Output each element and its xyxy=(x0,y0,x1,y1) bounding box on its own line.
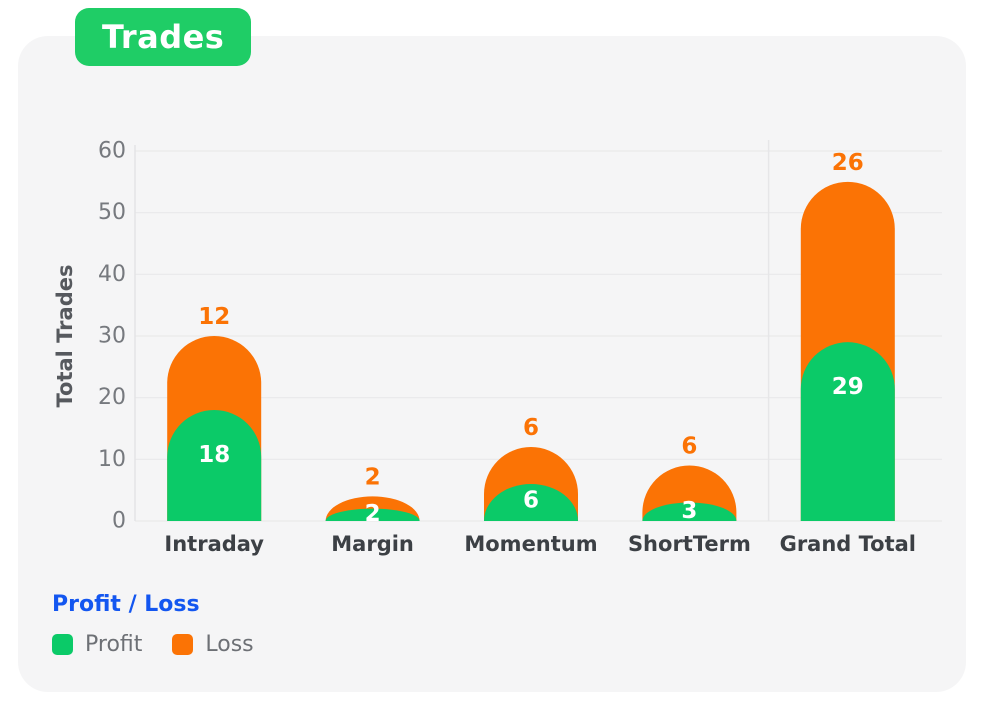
legend: Profit / Loss Profit Loss xyxy=(52,592,254,657)
legend-item-loss[interactable]: Loss xyxy=(172,632,254,657)
y-tick-label-60: 60 xyxy=(98,139,126,164)
bar-profit-momentum[interactable] xyxy=(484,484,578,521)
y-tick-label-20: 20 xyxy=(98,385,126,410)
legend-items: Profit Loss xyxy=(52,632,254,657)
y-tick-label-50: 50 xyxy=(98,200,126,225)
profit-value-label-margin: 2 xyxy=(365,501,381,527)
x-category-label-intraday: Intraday xyxy=(164,532,264,556)
y-axis-title: Total Trades xyxy=(53,264,77,408)
profit-swatch-icon xyxy=(52,634,73,655)
loss-value-label-shortterm: 6 xyxy=(681,434,697,460)
legend-label-loss: Loss xyxy=(205,632,254,657)
chart-title: Trades xyxy=(102,18,225,56)
legend-title: Profit / Loss xyxy=(52,592,200,617)
loss-value-label-momentum: 6 xyxy=(523,415,539,441)
profit-value-label-intraday: 18 xyxy=(198,442,230,468)
loss-value-label-intraday: 12 xyxy=(198,304,230,330)
legend-label-profit: Profit xyxy=(85,632,143,657)
y-tick-label-10: 10 xyxy=(98,447,126,472)
loss-value-label-margin: 2 xyxy=(365,464,381,490)
profit-value-label-shortterm: 3 xyxy=(681,498,697,524)
x-category-label-margin: Margin xyxy=(331,532,414,556)
loss-value-label-grand-total: 26 xyxy=(832,150,864,176)
bar-profit-shortterm[interactable] xyxy=(642,502,737,522)
profit-value-label-grand-total: 29 xyxy=(832,374,864,400)
legend-item-profit[interactable]: Profit xyxy=(52,632,142,657)
profit-value-label-momentum: 6 xyxy=(523,488,539,514)
bar-profit-margin[interactable] xyxy=(325,508,420,521)
chart-title-badge: Trades xyxy=(75,8,252,66)
y-tick-label-0: 0 xyxy=(112,509,126,534)
x-category-label-momentum: Momentum xyxy=(464,532,597,556)
bar-profit-intraday[interactable] xyxy=(167,409,262,521)
bar-profit-grand-total[interactable] xyxy=(800,342,895,521)
y-tick-label-40: 40 xyxy=(98,262,126,287)
y-tick-label-30: 30 xyxy=(98,324,126,349)
x-category-label-grand-total: Grand Total xyxy=(780,532,916,556)
loss-swatch-icon xyxy=(172,634,194,655)
x-category-label-shortterm: ShortTerm xyxy=(628,532,751,556)
